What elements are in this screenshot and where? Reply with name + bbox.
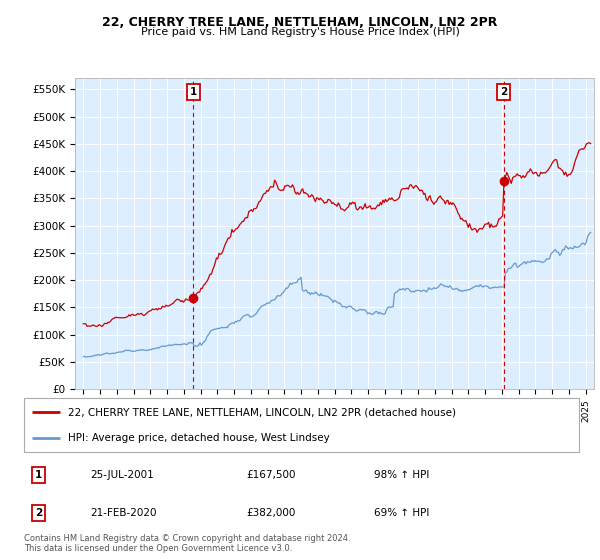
Text: 25-JUL-2001: 25-JUL-2001 [91,470,154,480]
Text: Contains HM Land Registry data © Crown copyright and database right 2024.
This d: Contains HM Land Registry data © Crown c… [24,534,350,553]
Text: 69% ↑ HPI: 69% ↑ HPI [374,508,429,518]
Text: £167,500: £167,500 [246,470,296,480]
FancyBboxPatch shape [24,398,579,452]
Text: £382,000: £382,000 [246,508,295,518]
Text: 1: 1 [190,87,197,97]
Text: 21-FEB-2020: 21-FEB-2020 [91,508,157,518]
Text: 98% ↑ HPI: 98% ↑ HPI [374,470,429,480]
Text: 22, CHERRY TREE LANE, NETTLEHAM, LINCOLN, LN2 2PR: 22, CHERRY TREE LANE, NETTLEHAM, LINCOLN… [103,16,497,29]
Text: Price paid vs. HM Land Registry's House Price Index (HPI): Price paid vs. HM Land Registry's House … [140,27,460,37]
Text: 2: 2 [35,508,43,518]
Text: 2: 2 [500,87,508,97]
Text: 22, CHERRY TREE LANE, NETTLEHAM, LINCOLN, LN2 2PR (detached house): 22, CHERRY TREE LANE, NETTLEHAM, LINCOLN… [68,408,457,417]
Text: HPI: Average price, detached house, West Lindsey: HPI: Average price, detached house, West… [68,433,330,442]
Text: 1: 1 [35,470,43,480]
